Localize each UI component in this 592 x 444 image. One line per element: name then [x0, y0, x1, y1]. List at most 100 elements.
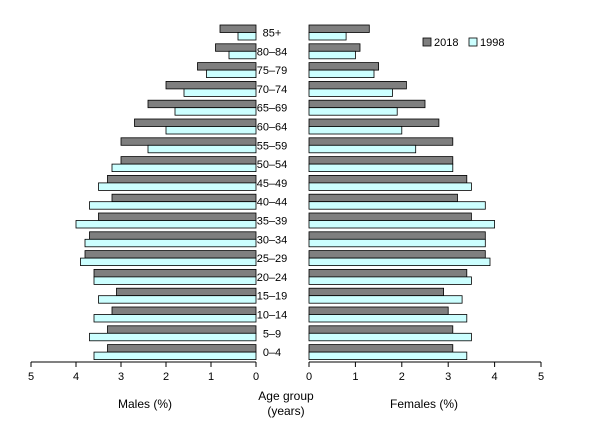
bar-male-2018-60-64	[134, 118, 257, 127]
bar-female-1998-20-24	[308, 276, 472, 285]
bar-male-1998-15-19	[98, 295, 257, 304]
bar-male-2018-55-59	[120, 137, 257, 146]
bar-female-2018-25-29	[308, 250, 486, 259]
bar-female-2018-85plus	[308, 24, 370, 33]
bar-female-1998-65-69	[308, 107, 398, 116]
bar-male-1998-75-79	[206, 69, 257, 78]
bar-male-1998-50-54	[111, 163, 257, 173]
bar-female-2018-80-84	[308, 43, 361, 52]
age-label-15-19: 15–19	[257, 291, 288, 303]
bar-male-1998-30-34	[84, 238, 257, 248]
bar-female-1998-60-64	[308, 126, 403, 135]
age-label-5-9: 5–9	[263, 328, 281, 340]
male-tick-label-2: 2	[163, 371, 169, 383]
bar-female-2018-40-44	[308, 193, 458, 203]
bar-male-2018-5-9	[107, 325, 257, 334]
age-label-65-69: 65–69	[257, 103, 288, 115]
legend-swatch-1998	[468, 37, 478, 47]
bar-female-1998-70-74	[308, 88, 393, 97]
bar-male-1998-55-59	[147, 144, 257, 154]
bar-male-2018-45-49	[107, 174, 257, 184]
male-tick-label-0: 0	[253, 371, 259, 383]
legend-swatch-2018	[422, 37, 432, 47]
bar-female-1998-55-59	[308, 144, 417, 154]
bar-male-2018-80-84	[215, 43, 257, 52]
bar-male-2018-75-79	[197, 62, 257, 71]
bar-female-2018-0-4	[308, 344, 454, 353]
male-tick-label-4: 4	[73, 371, 79, 383]
bar-female-2018-5-9	[308, 325, 454, 334]
bar-male-1998-80-84	[228, 50, 257, 60]
female-axis-title: Females (%)	[390, 397, 458, 411]
bar-male-1998-85plus	[237, 32, 257, 41]
bar-female-1998-0-4	[308, 351, 468, 361]
legend-label-1998: 1998	[480, 37, 504, 49]
female-tick-label-1: 1	[352, 371, 358, 383]
bar-female-1998-75-79	[308, 69, 375, 78]
male-axis-title: Males (%)	[118, 397, 172, 411]
bar-male-2018-70-74	[165, 81, 257, 90]
bar-female-2018-60-64	[308, 118, 440, 127]
age-label-75-79: 75–79	[257, 65, 288, 77]
bar-female-1998-15-19	[308, 295, 463, 304]
bar-male-1998-40-44	[89, 201, 257, 210]
bar-male-2018-65-69	[147, 99, 257, 109]
bar-female-2018-50-54	[308, 156, 454, 165]
bar-female-2018-45-49	[308, 174, 468, 184]
bar-male-1998-25-29	[80, 257, 257, 267]
age-label-30-34: 30–34	[257, 234, 288, 246]
category-axis-title-line-1: Age group	[258, 389, 314, 403]
bar-female-1998-45-49	[308, 182, 472, 191]
female-tick-label-0: 0	[306, 371, 312, 383]
bar-male-1998-70-74	[183, 88, 257, 97]
bar-female-1998-30-34	[308, 238, 486, 248]
bar-female-1998-85plus	[308, 32, 347, 41]
bar-female-1998-5-9	[308, 332, 472, 342]
bar-male-2018-85plus	[219, 24, 257, 33]
bar-female-2018-30-34	[308, 231, 486, 240]
bar-male-2018-30-34	[89, 231, 257, 240]
bar-female-2018-35-39	[308, 212, 472, 221]
age-label-50-54: 50–54	[257, 159, 288, 171]
bar-female-1998-10-14	[308, 314, 468, 323]
bar-male-1998-60-64	[165, 126, 257, 135]
age-label-10-14: 10–14	[257, 310, 288, 322]
bar-female-2018-65-69	[308, 99, 426, 109]
age-label-85plus: 85+	[263, 28, 282, 40]
male-tick-label-3: 3	[118, 371, 124, 383]
bar-male-1998-45-49	[98, 182, 257, 191]
male-tick-label-1: 1	[208, 371, 214, 383]
bar-male-1998-65-69	[174, 107, 257, 116]
age-label-40-44: 40–44	[257, 197, 288, 209]
female-tick-label-2: 2	[399, 371, 405, 383]
bar-female-1998-80-84	[308, 50, 356, 60]
bar-male-2018-35-39	[98, 212, 257, 221]
age-label-60-64: 60–64	[257, 122, 288, 134]
bar-female-1998-40-44	[308, 201, 486, 210]
bar-female-2018-15-19	[308, 287, 445, 297]
bar-male-1998-0-4	[93, 351, 257, 361]
bar-female-2018-70-74	[308, 81, 407, 90]
female-tick-label-4: 4	[492, 371, 498, 383]
bar-male-1998-20-24	[93, 276, 257, 285]
category-axis-title-line-2: (years)	[267, 404, 304, 418]
bar-female-1998-25-29	[308, 257, 491, 267]
bar-male-2018-10-14	[111, 306, 257, 315]
bar-female-2018-10-14	[308, 306, 449, 315]
age-label-20-24: 20–24	[257, 272, 288, 284]
age-label-25-29: 25–29	[257, 253, 288, 265]
bar-male-2018-0-4	[107, 344, 257, 353]
male-tick-label-5: 5	[28, 371, 34, 383]
bar-male-1998-10-14	[93, 314, 257, 323]
legend-label-2018: 2018	[434, 37, 458, 49]
age-label-55-59: 55–59	[257, 140, 288, 152]
age-label-80-84: 80–84	[257, 46, 288, 58]
bar-male-2018-40-44	[111, 193, 257, 203]
age-label-0-4: 0–4	[263, 347, 281, 359]
bar-male-2018-20-24	[93, 268, 257, 278]
bar-male-1998-5-9	[89, 332, 257, 342]
female-tick-label-3: 3	[445, 371, 451, 383]
bar-male-2018-15-19	[116, 287, 257, 297]
